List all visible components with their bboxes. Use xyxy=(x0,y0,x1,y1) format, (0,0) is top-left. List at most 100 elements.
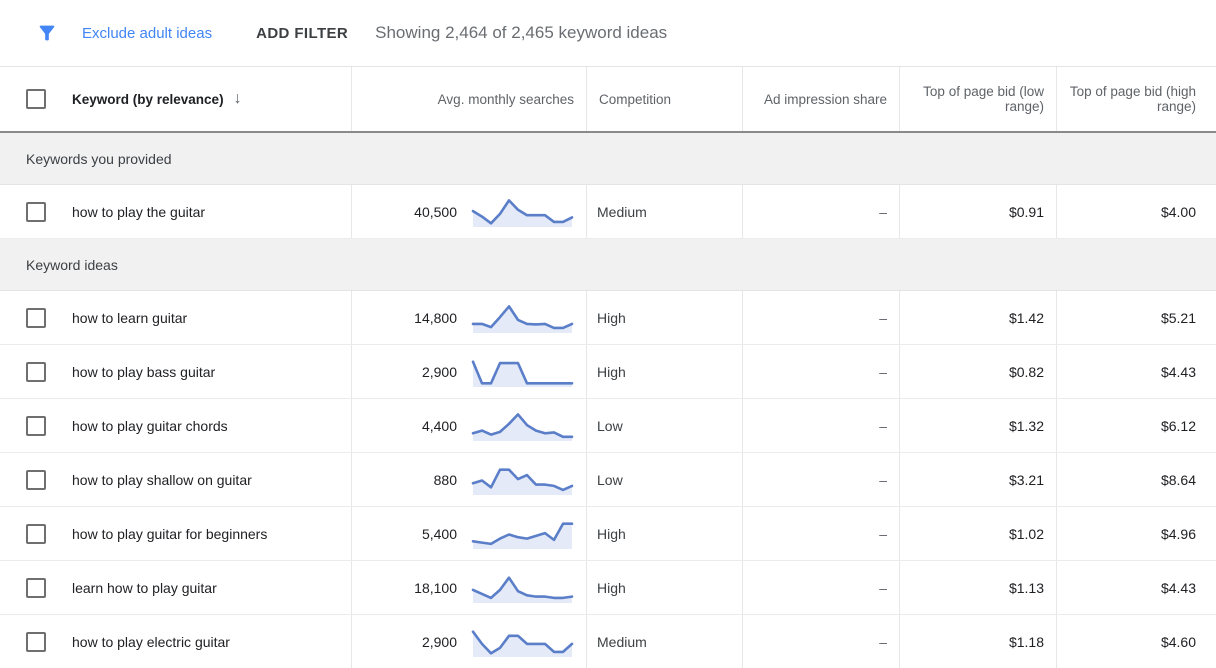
bid-high-value: $4.43 xyxy=(1161,580,1196,596)
bid-high-cell: $4.43 xyxy=(1057,345,1216,398)
table-row[interactable]: how to play bass guitar2,900High–$0.82$4… xyxy=(0,345,1216,399)
competition-value: Low xyxy=(597,418,623,434)
keyword-label: how to play bass guitar xyxy=(72,364,215,380)
keyword-cell: learn how to play guitar xyxy=(0,561,352,614)
bid-low-value: $1.32 xyxy=(1009,418,1044,434)
exclude-adult-ideas-link[interactable]: Exclude adult ideas xyxy=(82,25,212,42)
bid-high-value: $4.00 xyxy=(1161,204,1196,220)
bid-high-value: $4.43 xyxy=(1161,364,1196,380)
header-bid-low[interactable]: Top of page bid (low range) xyxy=(900,67,1057,131)
trend-sparkline xyxy=(469,462,576,498)
keyword-label: how to play guitar for beginners xyxy=(72,526,267,542)
trend-sparkline xyxy=(469,624,576,660)
keyword-cell: how to play electric guitar xyxy=(0,615,352,668)
header-competition[interactable]: Competition xyxy=(587,67,743,131)
ad-impression-cell: – xyxy=(743,291,900,344)
bid-high-cell: $4.43 xyxy=(1057,561,1216,614)
bid-high-cell: $5.21 xyxy=(1057,291,1216,344)
searches-value: 880 xyxy=(434,472,457,488)
bid-low-value: $1.13 xyxy=(1009,580,1044,596)
ad-impression-cell: – xyxy=(743,507,900,560)
bid-low-value: $1.42 xyxy=(1009,310,1044,326)
table-row[interactable]: how to play shallow on guitar 880 Low – $3.2… xyxy=(0,453,1216,507)
select-all-checkbox[interactable] xyxy=(26,89,46,109)
add-filter-button[interactable]: ADD FILTER xyxy=(256,25,348,42)
table-row[interactable]: how to play guitar chords 4,400 Low – $1.32 $… xyxy=(0,399,1216,453)
bid-high-cell: $8.64 xyxy=(1057,453,1216,506)
row-checkbox[interactable] xyxy=(26,470,46,490)
keyword-label: how to play shallow on guitar xyxy=(72,472,252,488)
filter-bar: Exclude adult ideas ADD FILTER Showing 2… xyxy=(0,0,1216,67)
searches-value: 14,800 xyxy=(414,310,457,326)
row-checkbox[interactable] xyxy=(26,362,46,382)
row-checkbox[interactable] xyxy=(26,578,46,598)
competition-cell: Low xyxy=(587,453,743,506)
keyword-planner-table: Exclude adult ideas ADD FILTER Showing 2… xyxy=(0,0,1216,668)
row-checkbox[interactable] xyxy=(26,202,46,222)
table-row[interactable]: how to play electric guitar2,900Medium–$… xyxy=(0,615,1216,668)
row-checkbox[interactable] xyxy=(26,632,46,652)
searches-cell: 880 xyxy=(352,453,587,506)
keyword-label: how to play guitar chords xyxy=(72,418,228,434)
trend-sparkline xyxy=(469,194,576,230)
competition-cell: Medium xyxy=(587,615,743,668)
keyword-label: how to play the guitar xyxy=(72,204,205,220)
bid-low-cell: $1.18 xyxy=(900,615,1057,668)
header-bid-high-label: Top of page bid (high range) xyxy=(1069,84,1196,114)
ad-impression-cell: – xyxy=(743,561,900,614)
header-competition-label: Competition xyxy=(599,92,671,107)
header-keyword[interactable]: Keyword (by relevance) ↓ xyxy=(0,67,352,131)
searches-value: 18,100 xyxy=(414,580,457,596)
competition-value: Medium xyxy=(597,204,647,220)
section-band-label: Keyword ideas xyxy=(26,257,118,273)
searches-cell: 2,900 xyxy=(352,615,587,668)
header-searches-label: Avg. monthly searches xyxy=(438,92,574,107)
section-band: Keywords you provided xyxy=(0,133,1216,185)
bid-low-cell: $1.42 xyxy=(900,291,1057,344)
sort-arrow-down-icon: ↓ xyxy=(234,90,242,108)
ad-impression-value: – xyxy=(879,204,887,220)
row-checkbox[interactable] xyxy=(26,308,46,328)
competition-cell: High xyxy=(587,291,743,344)
ad-impression-value: – xyxy=(879,418,887,434)
searches-cell: 40,500 xyxy=(352,185,587,238)
row-checkbox[interactable] xyxy=(26,524,46,544)
trend-sparkline xyxy=(469,516,576,552)
competition-value: High xyxy=(597,364,626,380)
trend-sparkline xyxy=(469,300,576,336)
ad-impression-cell: – xyxy=(743,345,900,398)
header-bid-high[interactable]: Top of page bid (high range) xyxy=(1057,67,1216,131)
header-bid-low-label: Top of page bid (low range) xyxy=(912,84,1044,114)
keyword-cell: how to learn guitar xyxy=(0,291,352,344)
header-ad-impression[interactable]: Ad impression share xyxy=(743,67,900,131)
competition-value: High xyxy=(597,310,626,326)
bid-low-value: $0.82 xyxy=(1009,364,1044,380)
results-count-text: Showing 2,464 of 2,465 keyword ideas xyxy=(375,23,667,43)
competition-value: High xyxy=(597,580,626,596)
keyword-label: how to play electric guitar xyxy=(72,634,230,650)
table-row[interactable]: how to play guitar for beginners 5,400 Hig… xyxy=(0,507,1216,561)
bid-low-cell: $0.91 xyxy=(900,185,1057,238)
header-searches[interactable]: Avg. monthly searches xyxy=(352,67,587,131)
bid-low-cell: $3.21 xyxy=(900,453,1057,506)
bid-low-value: $1.02 xyxy=(1009,526,1044,542)
competition-cell: High xyxy=(587,507,743,560)
competition-cell: Low xyxy=(587,399,743,452)
table-row[interactable]: learn how to play guitar 18,100 High – $1.13… xyxy=(0,561,1216,615)
ad-impression-value: – xyxy=(879,364,887,380)
searches-value: 2,900 xyxy=(422,634,457,650)
table-row[interactable]: how to play the guitar 40,500 Medium – $0.91… xyxy=(0,185,1216,239)
searches-cell: 4,400 xyxy=(352,399,587,452)
bid-high-value: $6.12 xyxy=(1161,418,1196,434)
ad-impression-value: – xyxy=(879,526,887,542)
bid-high-value: $8.64 xyxy=(1161,472,1196,488)
bid-low-value: $3.21 xyxy=(1009,472,1044,488)
bid-low-value: $0.91 xyxy=(1009,204,1044,220)
searches-value: 5,400 xyxy=(422,526,457,542)
ad-impression-value: – xyxy=(879,310,887,326)
competition-cell: High xyxy=(587,561,743,614)
searches-cell: 18,100 xyxy=(352,561,587,614)
row-checkbox[interactable] xyxy=(26,416,46,436)
table-row[interactable]: how to learn guitar 14,800 High – $1.42 $5.21 xyxy=(0,291,1216,345)
ad-impression-value: – xyxy=(879,472,887,488)
